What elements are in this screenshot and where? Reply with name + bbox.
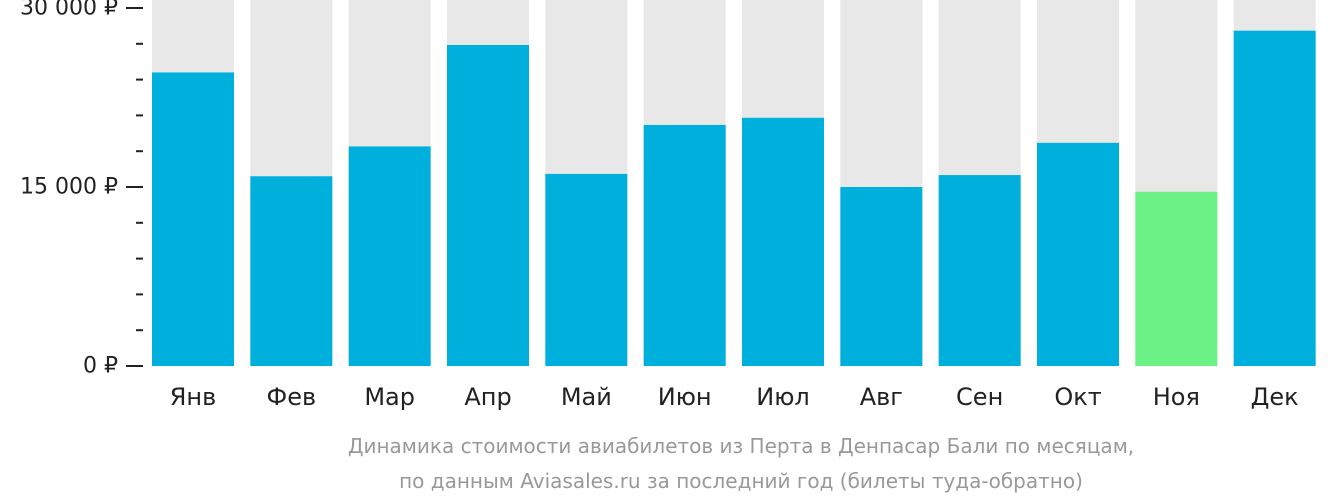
x-tick-label: Июл: [756, 383, 810, 411]
bar-10: [1037, 142, 1119, 366]
x-tick-label: Окт: [1054, 383, 1101, 411]
bar-12: [1233, 30, 1316, 366]
chart-caption-line-2: по данным Aviasales.ru за последний год …: [399, 469, 1083, 493]
x-tick-label: Мар: [364, 383, 415, 411]
bar-2: [250, 176, 333, 366]
x-tick-label: Ноя: [1153, 383, 1200, 411]
bar-9: [938, 175, 1021, 366]
y-axis: 0 ₽ 15 000 ₽ 30 000 ₽: [20, 0, 143, 379]
chart-caption-line-1: Динамика стоимости авиабилетов из Перта …: [347, 434, 1135, 458]
bar-8: [840, 187, 923, 366]
x-tick-label: Янв: [170, 383, 217, 411]
bar-6: [643, 124, 726, 367]
x-tick-label: Дек: [1251, 383, 1299, 411]
bar-1: [152, 72, 234, 366]
x-tick-label: Фев: [267, 383, 317, 411]
y-tick-label: 15 000 ₽: [20, 175, 118, 200]
x-tick-label: Июн: [658, 383, 712, 411]
x-axis: Янв Фев Мар Апр Май Июн Июл Авг Сен Окт Ноя Дек: [170, 383, 1299, 411]
x-tick-label: Май: [561, 383, 612, 411]
x-tick-label: Авг: [860, 383, 903, 411]
bar-5: [545, 173, 628, 366]
y-tick-label: 30 000 ₽: [20, 0, 118, 21]
x-tick-label: Сен: [956, 383, 1003, 411]
bar-7: [742, 117, 824, 366]
y-tick-label: 0 ₽: [83, 354, 118, 379]
bars: [152, 0, 1316, 367]
x-tick-label: Апр: [464, 383, 511, 411]
bar-4: [447, 44, 529, 366]
bar-3: [348, 146, 431, 366]
bar-11: [1135, 191, 1218, 366]
